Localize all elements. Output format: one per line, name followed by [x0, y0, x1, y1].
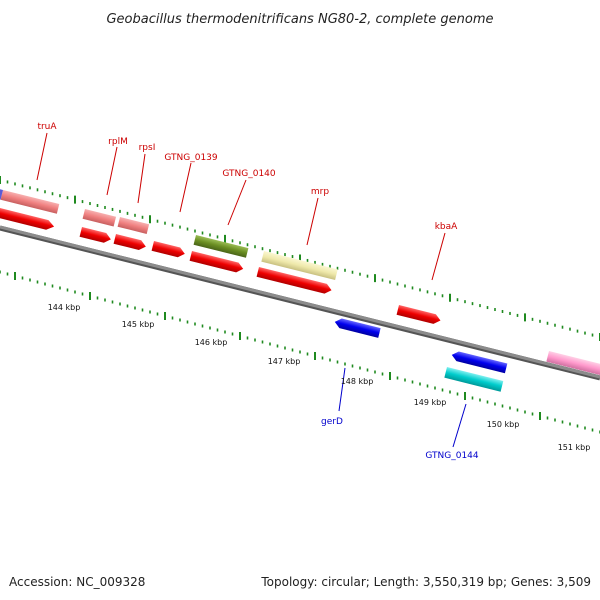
- ncrna-feature-gtng0144[interactable]: [444, 367, 504, 392]
- gene-label-gtng0140[interactable]: GTNG_0140: [222, 169, 276, 179]
- cds-forward-arrow-kbaa[interactable]: [396, 305, 442, 325]
- cds-reverse-arrow-gerd[interactable]: [334, 317, 381, 338]
- gene-label-kbaa[interactable]: kbaA: [435, 222, 458, 232]
- scale-label: 151 kbp: [558, 443, 591, 452]
- map-title: Geobacillus thermodenitrificans NG80-2, …: [106, 12, 493, 27]
- gene-label-gtng0144[interactable]: GTNG_0144: [425, 451, 479, 461]
- feature-track-reverse: [334, 317, 508, 392]
- scale-label: 144 kbp: [48, 303, 81, 312]
- gene-labels-top: truA rplM rpsI GTNG_0139 GTNG_0140 mrp k…: [36, 122, 458, 281]
- misc-feature-mrp[interactable]: [261, 251, 338, 281]
- cds-forward-arrow[interactable]: [113, 234, 147, 251]
- gene-label-gtng0139[interactable]: GTNG_0139: [164, 153, 218, 163]
- cds-forward-arrow[interactable]: [189, 251, 245, 274]
- gene-label-gerd[interactable]: gerD: [321, 417, 343, 427]
- gene-labels-bottom: gerD GTNG_0144: [321, 367, 479, 461]
- gene-label-mrp[interactable]: mrp: [311, 187, 329, 197]
- feature-track-outer: [0, 189, 338, 281]
- rrna-feature-rpsi[interactable]: [117, 217, 150, 234]
- gene-label-rpsi[interactable]: rpsI: [139, 143, 156, 153]
- cds-forward-arrow[interactable]: [79, 227, 112, 244]
- cds-reverse-arrow[interactable]: [451, 350, 508, 374]
- rrna-feature-rplm[interactable]: [82, 209, 117, 227]
- cds-forward-arrow-gtng0139[interactable]: [151, 241, 186, 259]
- rrna-feature[interactable]: [0, 189, 60, 214]
- genome-backbone: [0, 225, 600, 381]
- trna-feature-gtng0140[interactable]: [193, 235, 249, 258]
- scale-label: 149 kbp: [414, 398, 447, 407]
- scale-label: 145 kbp: [122, 320, 155, 329]
- scale-label: 150 kbp: [487, 420, 520, 429]
- scale-label: 148 kbp: [341, 377, 374, 386]
- outer-tick-ring: [0, 176, 600, 341]
- other-feature[interactable]: [546, 351, 600, 377]
- scale-labels: 144 kbp 145 kbp 146 kbp 147 kbp 148 kbp …: [48, 303, 591, 452]
- scale-label: 147 kbp: [268, 357, 301, 366]
- inner-tick-ring: [0, 270, 600, 434]
- accession-text: Accession: NC_009328: [9, 575, 145, 589]
- genome-summary-text: Topology: circular; Length: 3,550,319 bp…: [260, 575, 591, 589]
- feature-track-forward: [0, 208, 600, 377]
- scale-label: 146 kbp: [195, 338, 228, 347]
- gene-label-rplm[interactable]: rplM: [108, 137, 128, 147]
- cds-forward-arrow[interactable]: [0, 208, 55, 231]
- gene-label-trua[interactable]: truA: [37, 122, 57, 132]
- cds-forward-arrow[interactable]: [256, 267, 333, 295]
